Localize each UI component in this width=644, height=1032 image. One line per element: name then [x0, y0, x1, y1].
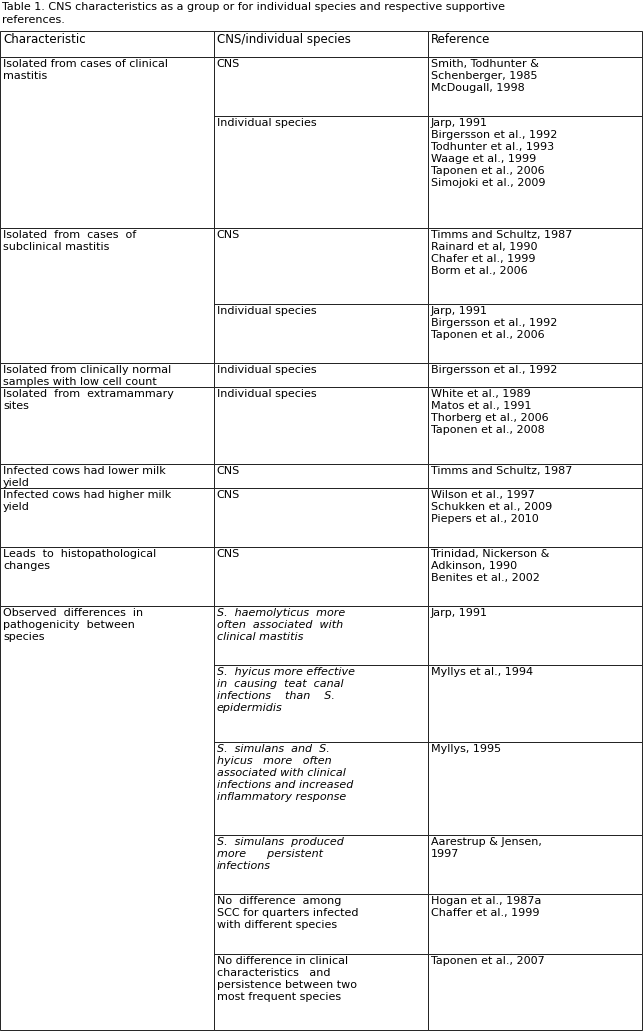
Bar [428, 31, 642, 57]
Bar [214, 228, 428, 304]
Text: CNS/individual species: CNS/individual species [217, 33, 351, 45]
Bar [214, 895, 428, 954]
Text: Characteristic: Characteristic [3, 33, 86, 45]
Text: CNS: CNS [217, 59, 240, 69]
Bar [428, 954, 642, 1030]
Bar [0, 488, 214, 547]
Bar [214, 31, 428, 57]
Bar [214, 954, 428, 1030]
Text: Taponen et al., 2007: Taponen et al., 2007 [431, 956, 544, 966]
Text: No difference in clinical
characteristics   and
persistence between two
most fre: No difference in clinical characteristic… [217, 956, 357, 1001]
Bar [0, 463, 214, 488]
Text: Hogan et al., 1987a
Chaffer et al., 1999: Hogan et al., 1987a Chaffer et al., 1999 [431, 897, 541, 918]
Bar [428, 895, 642, 954]
Bar [0, 228, 214, 363]
Bar [214, 606, 428, 665]
Text: Jarp, 1991: Jarp, 1991 [431, 608, 488, 618]
Bar [428, 742, 642, 836]
Text: Myllys et al., 1994: Myllys et al., 1994 [431, 667, 533, 677]
Text: Aarestrup & Jensen,
1997: Aarestrup & Jensen, 1997 [431, 837, 542, 860]
Text: Reference: Reference [431, 33, 490, 45]
Bar [214, 387, 428, 463]
Text: Table 1. CNS characteristics as a group or for individual species and respective: Table 1. CNS characteristics as a group … [2, 2, 505, 12]
Text: CNS: CNS [217, 230, 240, 239]
Bar [0, 31, 214, 57]
Text: S.  haemolyticus  more
often  associated  with
clinical mastitis: S. haemolyticus more often associated wi… [217, 608, 345, 642]
Bar [428, 488, 642, 547]
Text: Leads  to  histopathological
changes: Leads to histopathological changes [3, 549, 156, 571]
Bar [214, 665, 428, 742]
Bar [214, 463, 428, 488]
Bar [214, 547, 428, 606]
Bar [428, 363, 642, 387]
Bar [214, 836, 428, 895]
Bar [214, 742, 428, 836]
Text: Timms and Schultz, 1987
Rainard et al, 1990
Chafer et al., 1999
Borm et al., 200: Timms and Schultz, 1987 Rainard et al, 1… [431, 230, 572, 276]
Text: Individual species: Individual species [217, 119, 316, 128]
Text: Trinidad, Nickerson &
Adkinson, 1990
Benites et al., 2002: Trinidad, Nickerson & Adkinson, 1990 Ben… [431, 549, 549, 583]
Bar [214, 363, 428, 387]
Text: S.  simulans  produced
more      persistent
infections: S. simulans produced more persistent inf… [217, 837, 344, 871]
Text: CNS: CNS [217, 549, 240, 559]
Bar [428, 117, 642, 228]
Text: Jarp, 1991
Birgersson et al., 1992
Taponen et al., 2006: Jarp, 1991 Birgersson et al., 1992 Tapon… [431, 307, 557, 341]
Text: No  difference  among
SCC for quarters infected
with different species: No difference among SCC for quarters inf… [217, 897, 358, 931]
Text: S.  hyicus more effective
in  causing  teat  canal
infections    than    S.
epid: S. hyicus more effective in causing teat… [217, 667, 355, 713]
Bar [428, 665, 642, 742]
Bar [0, 606, 214, 1030]
Text: Timms and Schultz, 1987: Timms and Schultz, 1987 [431, 465, 572, 476]
Bar [428, 547, 642, 606]
Bar [0, 363, 214, 387]
Bar [214, 304, 428, 363]
Text: Individual species: Individual species [217, 365, 316, 376]
Bar [214, 117, 428, 228]
Text: Isolated from clinically normal
samples with low cell count: Isolated from clinically normal samples … [3, 365, 171, 387]
Text: Observed  differences  in
pathogenicity  between
species: Observed differences in pathogenicity be… [3, 608, 143, 642]
Text: Jarp, 1991
Birgersson et al., 1992
Todhunter et al., 1993
Waage et al., 1999
Tap: Jarp, 1991 Birgersson et al., 1992 Todhu… [431, 119, 557, 188]
Bar [0, 547, 214, 606]
Text: CNS: CNS [217, 490, 240, 499]
Bar [428, 57, 642, 117]
Text: Isolated  from  extramammary
sites: Isolated from extramammary sites [3, 389, 174, 412]
Text: Isolated from cases of clinical
mastitis: Isolated from cases of clinical mastitis [3, 59, 168, 82]
Text: White et al., 1989
Matos et al., 1991
Thorberg et al., 2006
Taponen et al., 2008: White et al., 1989 Matos et al., 1991 Th… [431, 389, 548, 436]
Text: Myllys, 1995: Myllys, 1995 [431, 743, 500, 753]
Bar [428, 387, 642, 463]
Text: Smith, Todhunter &
Schenberger, 1985
McDougall, 1998: Smith, Todhunter & Schenberger, 1985 McD… [431, 59, 538, 93]
Text: Individual species: Individual species [217, 389, 316, 399]
Bar [428, 606, 642, 665]
Bar [214, 488, 428, 547]
Text: Birgersson et al., 1992: Birgersson et al., 1992 [431, 365, 557, 376]
Bar [428, 463, 642, 488]
Bar [428, 836, 642, 895]
Text: Isolated  from  cases  of
subclinical mastitis: Isolated from cases of subclinical masti… [3, 230, 137, 252]
Bar [0, 387, 214, 463]
Bar [0, 57, 214, 228]
Text: Infected cows had higher milk
yield: Infected cows had higher milk yield [3, 490, 171, 512]
Bar [428, 304, 642, 363]
Text: S.  simulans  and  S.
hyicus   more   often
associated with clinical
infections : S. simulans and S. hyicus more often ass… [217, 743, 353, 802]
Bar [214, 57, 428, 117]
Text: Infected cows had lower milk
yield: Infected cows had lower milk yield [3, 465, 166, 488]
Text: references.: references. [2, 15, 65, 26]
Text: Individual species: Individual species [217, 307, 316, 316]
Text: CNS: CNS [217, 465, 240, 476]
Text: Wilson et al., 1997
Schukken et al., 2009
Piepers et al., 2010: Wilson et al., 1997 Schukken et al., 200… [431, 490, 552, 524]
Bar [428, 228, 642, 304]
